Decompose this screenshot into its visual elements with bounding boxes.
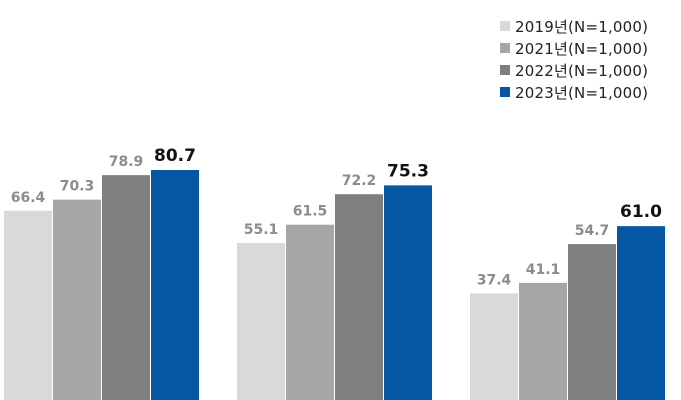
- value-label-2019-group-3: 37.4: [477, 272, 512, 288]
- bar-2019-group-3: [470, 293, 518, 400]
- value-label-2021-group-2: 61.5: [293, 204, 328, 220]
- value-label-2023-group-2: 75.3: [387, 161, 429, 181]
- bar-2019-group-1: [4, 210, 52, 400]
- value-label-2021-group-1: 70.3: [60, 179, 95, 195]
- bar-2021-group-1: [53, 199, 101, 400]
- value-label-2022-group-3: 54.7: [575, 223, 610, 239]
- value-label-2019-group-2: 55.1: [244, 222, 279, 238]
- value-label-2022-group-1: 78.9: [109, 154, 144, 170]
- value-label-2021-group-3: 41.1: [526, 262, 561, 278]
- bar-2023-group-1: [151, 170, 199, 400]
- legend-label-2023: 2023년(N=1,000): [515, 83, 649, 102]
- bar-2022-group-1: [102, 175, 150, 400]
- legend-swatch-2021: [500, 43, 510, 53]
- legend-swatch-2019: [500, 21, 510, 31]
- legend-item-2019: 2019년(N=1,000): [500, 15, 648, 37]
- value-label-2023-group-3: 61.0: [620, 202, 662, 222]
- bar-2023-group-2: [384, 185, 432, 400]
- legend-label-2019: 2019년(N=1,000): [515, 17, 649, 36]
- bar-2022-group-3: [568, 244, 616, 400]
- legend-swatch-2022: [500, 65, 510, 75]
- legend-item-2023: 2023년(N=1,000): [500, 81, 648, 103]
- chart-legend: 2019년(N=1,000) 2021년(N=1,000) 2022년(N=1,…: [500, 15, 648, 103]
- bar-2022-group-2: [335, 194, 383, 400]
- legend-item-2022: 2022년(N=1,000): [500, 59, 648, 81]
- bar-2021-group-3: [519, 282, 567, 400]
- legend-label-2021: 2021년(N=1,000): [515, 39, 649, 58]
- legend-label-2022: 2022년(N=1,000): [515, 61, 649, 80]
- bar-2023-group-3: [617, 226, 665, 400]
- value-label-2023-group-1: 80.7: [154, 146, 196, 166]
- bar-2019-group-2: [237, 242, 285, 400]
- value-label-2019-group-1: 66.4: [11, 190, 46, 206]
- bar-2021-group-2: [286, 224, 334, 400]
- legend-swatch-2023: [500, 87, 510, 97]
- legend-item-2021: 2021년(N=1,000): [500, 37, 648, 59]
- value-label-2022-group-2: 72.2: [342, 173, 377, 189]
